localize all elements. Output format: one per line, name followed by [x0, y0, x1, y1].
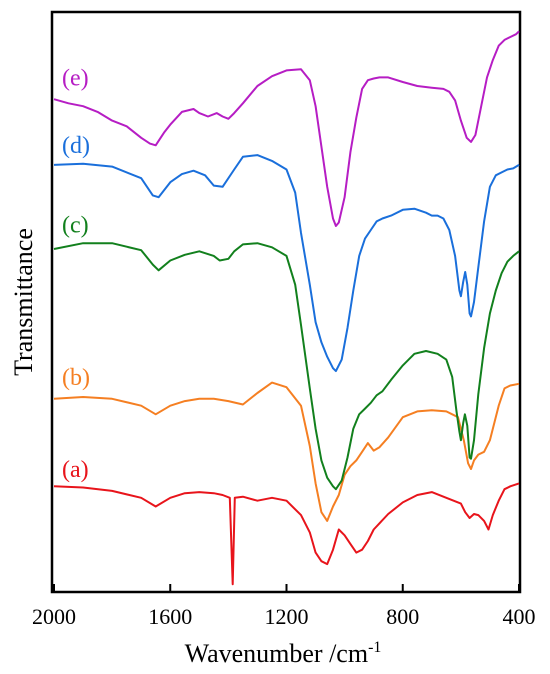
- series-line-d: [53, 154, 520, 373]
- x-tick-label-3: 800: [386, 604, 419, 629]
- series-label-d: (d): [62, 133, 90, 159]
- series-line-b: [53, 381, 520, 522]
- series-line-a: [53, 482, 520, 586]
- x-axis-title: Wavenumber /cm-1: [185, 639, 382, 668]
- x-tick-label-2: 1200: [265, 604, 309, 629]
- series-labels: (a) (b) (c) (d) (e): [62, 66, 90, 484]
- series-label-c: (c): [62, 212, 89, 238]
- series-label-e: (e): [62, 66, 89, 92]
- plot-frame: [50, 10, 522, 594]
- x-axis-ticks: 2000 1600 1200 800 400: [32, 584, 536, 629]
- x-axis-title-main: Wavenumber /cm: [185, 639, 368, 668]
- series-line-e: [53, 30, 520, 227]
- x-tick-label-0: 2000: [32, 604, 76, 629]
- series-line-c: [53, 242, 520, 491]
- series-lines: [53, 30, 520, 586]
- x-tick-label-4: 400: [503, 604, 536, 629]
- x-tick-label-1: 1600: [148, 604, 192, 629]
- series-label-a: (a): [62, 457, 89, 483]
- x-axis-title-sup: -1: [368, 639, 381, 656]
- series-label-b: (b): [62, 365, 90, 391]
- y-axis-title: Transmittance: [9, 228, 38, 376]
